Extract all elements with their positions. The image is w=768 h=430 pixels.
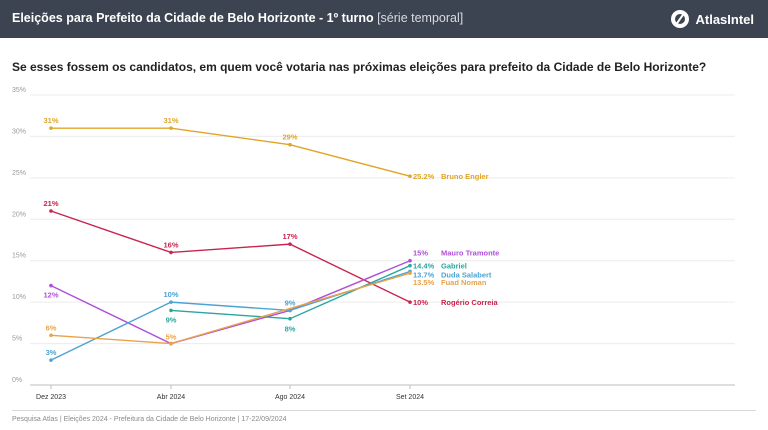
series-name-label: Rogério Correia xyxy=(441,298,499,307)
atlas-logo-icon xyxy=(671,10,690,28)
data-point xyxy=(169,308,173,313)
data-point xyxy=(49,126,53,130)
page-title: Eleições para Prefeito da Cidade de Belo… xyxy=(12,11,464,25)
data-label: 17% xyxy=(282,232,297,241)
data-point xyxy=(408,258,412,263)
x-tick-label: Abr 2024 xyxy=(157,394,186,401)
series-line xyxy=(50,270,411,361)
x-tick-label: Set 2024 xyxy=(396,394,424,401)
data-label: 14.4% xyxy=(413,262,435,271)
data-point xyxy=(288,142,292,147)
y-tick-label: 10% xyxy=(12,294,26,301)
data-label: 21% xyxy=(43,199,58,208)
y-tick-label: 35% xyxy=(12,87,26,94)
data-label: 6% xyxy=(46,323,57,332)
data-label: 5% xyxy=(166,333,177,342)
footer-source: Pesquisa Atlas | Eleições 2024 - Prefeit… xyxy=(12,416,287,423)
series-line xyxy=(51,127,411,177)
series-name-label: Gabriel xyxy=(441,262,467,271)
data-point xyxy=(408,271,412,275)
series-line xyxy=(50,210,411,303)
data-point xyxy=(49,209,53,213)
y-tick-label: 5% xyxy=(12,336,22,343)
y-tick-label: 0% xyxy=(12,377,22,384)
data-point xyxy=(169,341,173,346)
data-point xyxy=(288,242,292,246)
data-label: 13.5% xyxy=(413,278,435,287)
data-label: 12% xyxy=(43,291,58,300)
data-label: 25.2% xyxy=(413,172,435,181)
x-tick-label: Ago 2024 xyxy=(275,394,305,401)
data-point xyxy=(408,300,412,304)
data-label: 31% xyxy=(43,116,58,125)
data-point xyxy=(49,283,53,288)
data-point xyxy=(408,174,412,178)
x-tick-label: Dez 2023 xyxy=(36,394,66,401)
data-label: 16% xyxy=(163,240,178,249)
data-label: 3% xyxy=(46,348,57,357)
data-point xyxy=(288,316,292,321)
data-label: 29% xyxy=(282,133,297,142)
data-label: 10% xyxy=(163,290,178,299)
logo: AtlasIntel xyxy=(671,9,754,29)
line-chart: 0% 5% 10% 15% 20% 25% 30% 35% Dez 2023 Abr 2024 Ag… xyxy=(12,87,735,401)
header-bar: Eleições para Prefeito da Cidade de Belo… xyxy=(0,0,768,38)
data-label: 31% xyxy=(163,116,178,125)
data-point xyxy=(408,263,412,268)
y-tick-label: 15% xyxy=(12,253,26,260)
series-line xyxy=(50,260,411,345)
data-label: 9% xyxy=(285,298,296,307)
data-point xyxy=(49,358,53,362)
title-tag: [série temporal] xyxy=(377,11,464,25)
series-name-label: Mauro Tramonte xyxy=(441,249,499,258)
data-point xyxy=(49,333,53,338)
series-name-label: Duda Salabert xyxy=(441,270,492,279)
data-point xyxy=(169,126,173,130)
survey-question: Se esses fossem os candidatos, em quem v… xyxy=(12,60,707,74)
data-label: 9% xyxy=(166,315,177,324)
series-name-label: Fuad Noman xyxy=(441,278,487,287)
data-label: 8% xyxy=(285,325,296,334)
y-tick-label: 25% xyxy=(12,170,26,177)
data-label: 10% xyxy=(413,298,428,307)
series-name-label: Bruno Engler xyxy=(441,172,489,181)
data-point xyxy=(169,250,173,255)
y-tick-label: 20% xyxy=(12,211,26,218)
data-point xyxy=(288,308,292,313)
logo-text: AtlasIntel xyxy=(695,11,754,27)
footer-divider xyxy=(12,410,756,411)
data-label: 13.7% xyxy=(413,270,435,279)
y-tick-label: 30% xyxy=(12,128,26,135)
data-point xyxy=(169,300,173,304)
data-label: 15% xyxy=(413,249,428,258)
